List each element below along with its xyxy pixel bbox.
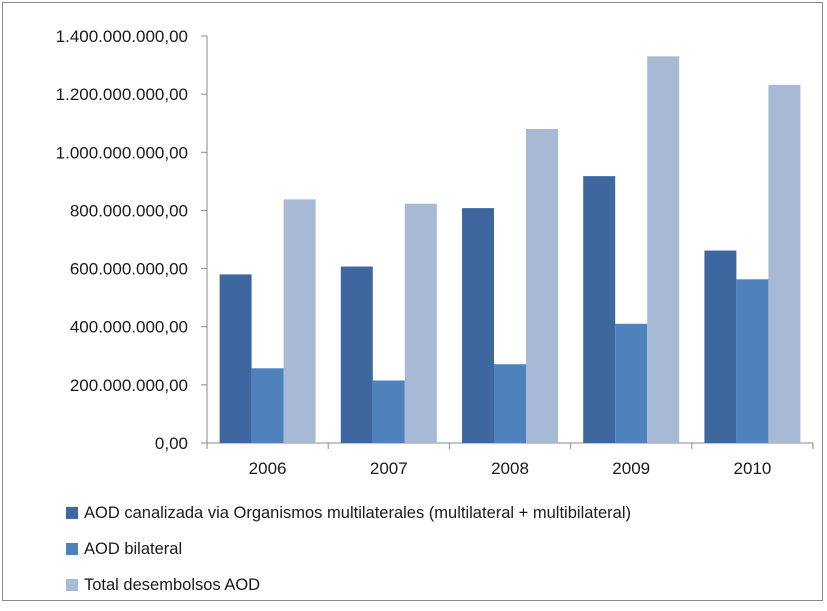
y-tick-label: 600.000.000,00 [70,260,188,279]
legend-label: Total desembolsos AOD [84,575,261,594]
bar [372,380,405,443]
legend-label: AOD bilateral [84,539,183,558]
bar [704,250,737,443]
bar [283,199,316,443]
y-tick-label: 800.000.000,00 [70,201,188,220]
legend-swatch [66,507,78,519]
y-tick-label: 400.000.000,00 [70,318,188,337]
bar [404,203,437,443]
legend-item: AOD canalizada via Organismos multilater… [66,503,631,523]
x-tick-label: 2006 [249,459,287,478]
legend: AOD canalizada via Organismos multilater… [66,503,631,611]
legend-swatch [66,579,78,591]
bar [494,364,526,443]
legend-label: AOD canalizada via Organismos multilater… [84,503,631,522]
x-tick-label: 2007 [370,459,408,478]
y-tick-label: 200.000.000,00 [70,376,188,395]
bar [647,56,680,443]
bar [736,279,769,443]
bar [583,176,616,444]
legend-swatch [66,543,78,555]
bar [768,84,801,443]
y-tick-label: 1.400.000.000,00 [56,27,188,46]
bar [615,323,648,443]
y-tick-label: 0,00 [155,434,188,453]
x-tick-label: 2010 [733,459,771,478]
bar [340,266,373,443]
x-tick-label: 2008 [491,459,529,478]
legend-item: AOD bilateral [66,539,631,559]
bar [219,274,252,443]
bar [251,368,284,443]
legend-item: Total desembolsos AOD [66,575,631,595]
y-tick-label: 1.200.000.000,00 [56,85,188,104]
bar [462,208,494,443]
bar [526,129,558,443]
x-tick-label: 2009 [612,459,650,478]
y-tick-label: 1.000.000.000,00 [56,143,188,162]
